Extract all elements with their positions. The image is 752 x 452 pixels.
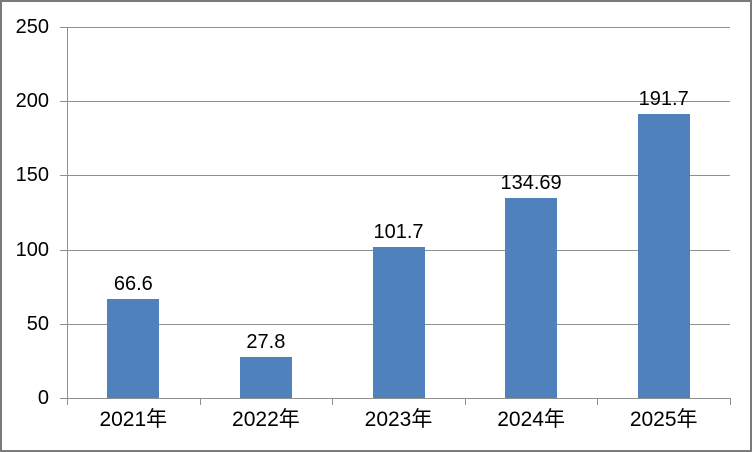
x-axis-category-label: 2021年 xyxy=(99,408,168,431)
gridline-200 xyxy=(67,101,730,103)
x-axis-tick-2 xyxy=(332,398,334,405)
x-axis-category-label: 2023年 xyxy=(364,408,433,431)
y-axis-tick-150 xyxy=(60,175,67,177)
x-axis-tick-4 xyxy=(597,398,599,405)
bar-value-label: 66.6 xyxy=(113,273,153,296)
y-axis-label: 200 xyxy=(15,90,49,113)
bar-value-label: 27.8 xyxy=(246,330,286,353)
bar-2025年 xyxy=(637,113,690,398)
y-axis-label: 0 xyxy=(37,387,49,409)
y-axis-label: 150 xyxy=(15,164,49,187)
y-axis-tick-50 xyxy=(60,323,67,325)
y-axis-tick-100 xyxy=(60,249,67,251)
gridline-0 xyxy=(67,398,730,399)
y-axis-tick-0 xyxy=(60,398,67,399)
x-axis-tick-0 xyxy=(67,398,68,405)
bar-2022年 xyxy=(239,356,292,398)
x-axis-tick-5 xyxy=(730,398,731,405)
bar-value-label: 134.69 xyxy=(500,172,562,195)
y-axis-tick-200 xyxy=(60,101,67,103)
x-axis-category-label: 2024年 xyxy=(497,408,565,431)
y-axis-label: 250 xyxy=(15,16,49,38)
gridline-150 xyxy=(67,175,730,177)
bar-2021年 xyxy=(107,299,160,398)
gridline-250 xyxy=(67,27,730,28)
y-axis-label: 100 xyxy=(15,238,49,261)
bar-value-label: 101.7 xyxy=(373,221,424,244)
x-axis-tick-1 xyxy=(199,398,201,405)
bar-2024年 xyxy=(505,198,558,398)
x-axis-tick-3 xyxy=(464,398,466,405)
y-axis-line xyxy=(67,27,68,399)
y-axis-label: 50 xyxy=(26,312,49,335)
x-axis-category-label: 2022年 xyxy=(232,408,300,431)
y-axis-tick-250 xyxy=(60,27,67,28)
bar-2023年 xyxy=(372,247,425,398)
x-axis-category-label: 2025年 xyxy=(629,408,698,431)
bar-value-label: 191.7 xyxy=(638,87,689,110)
